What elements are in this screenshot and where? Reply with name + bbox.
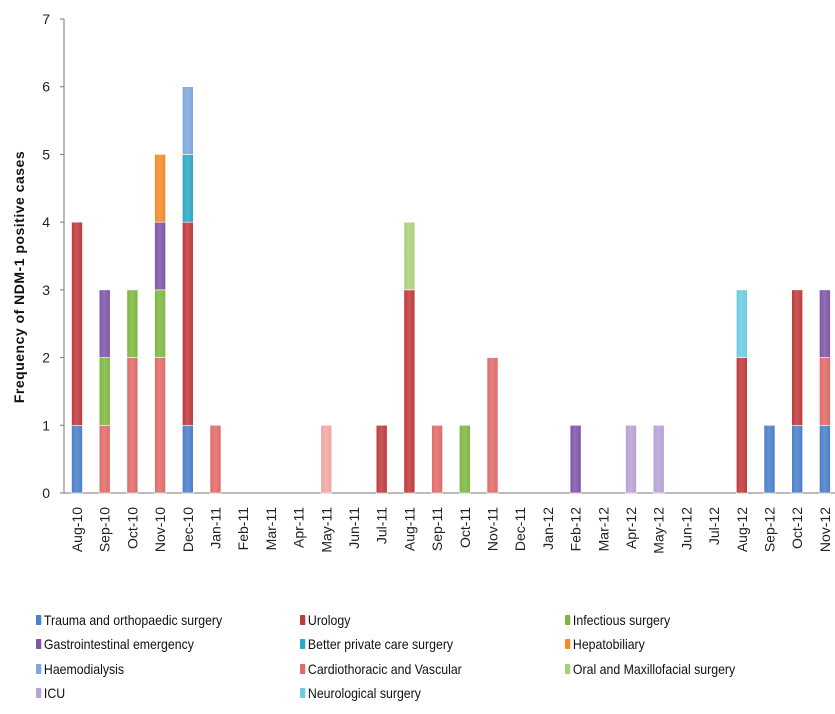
bar-segment [209,424,222,494]
bar-segment [625,424,637,494]
x-tick-label: Mar-11 [263,507,279,551]
x-tick-label: Oct-11 [457,507,473,548]
y-tick-label: 6 [42,79,50,95]
bar-segment [735,289,748,358]
bar-segment [71,221,83,426]
bar-segment [182,221,194,426]
y-tick-label: 1 [42,417,50,433]
bar-segment [819,424,831,494]
y-tick-label: 2 [42,350,50,366]
bar-segment [154,357,166,494]
x-tick-label: Nov-10 [152,507,168,552]
x-tick-label: Sep-12 [762,507,778,552]
bar-segment [403,221,416,291]
bar-segment [182,154,194,223]
bar-segment [375,424,388,494]
y-tick-label: 7 [42,11,50,27]
x-tick-label: Oct-12 [789,507,805,549]
bar-segment [98,424,111,494]
y-axis-label: Frequency of NDM-1 positive cases [11,151,27,403]
axes [63,19,835,494]
x-tick-label: Jan-11 [208,507,224,549]
x-tick-label: Jan-12 [540,507,556,550]
bar-segment [791,289,804,426]
x-tick-label: May-12 [651,507,667,554]
x-tick-label: Aug-10 [69,507,85,552]
x-tick-label: Nov-11 [485,507,501,551]
bar-segment [320,424,333,494]
bar-segment [182,424,194,494]
bar-segment [71,424,83,494]
x-tick-label: Aug-12 [734,507,750,552]
x-tick-label: May-11 [318,507,334,553]
y-tick-label: 4 [42,214,50,230]
bar-segment [569,424,582,494]
bar-segment [154,154,166,223]
bar-segment [819,289,831,358]
y-tick-label: 0 [42,485,50,501]
bar-segment [735,357,748,494]
bar-segment [154,289,166,358]
x-tick-label: Dec-11 [512,507,528,551]
bar-segment [431,424,443,494]
x-tick-label: Jul-12 [706,507,722,545]
x-tick-label: Jun-12 [678,507,694,550]
x-tick-label: Aug-11 [401,507,417,551]
x-tick-label: Feb-12 [568,507,584,552]
x-tick-label: Sep-10 [97,507,113,552]
bar-segment [486,357,499,494]
x-tick-label: Nov-12 [817,507,833,552]
bar-segment [98,357,111,426]
bar-segment [403,289,416,494]
x-tick-label: Apr-11 [291,507,307,548]
x-tick-label: Jun-11 [346,507,362,549]
bar-segment [819,357,831,426]
bar-segment [458,424,471,494]
y-tick-label: 5 [42,146,50,162]
bars [71,86,831,494]
x-tick-label: Oct-10 [124,507,140,549]
bar-segment [154,221,166,291]
bar-segment [791,424,804,494]
x-tick-label: Jul-11 [374,507,390,544]
y-ticks: 0 1 2 3 4 5 6 7 [42,11,64,501]
x-tick-label: Dec-10 [180,507,196,552]
bar-segment [182,86,194,155]
y-tick-label: 3 [42,282,50,298]
bar-segment [126,289,139,358]
bar-segment [98,289,111,358]
x-tick-label: Feb-11 [235,507,251,551]
x-tick-label: Apr-12 [623,507,639,549]
bar-segment [126,357,139,494]
x-tick-label: Mar-12 [595,507,611,552]
bar-segment [652,424,665,494]
bar-segment [763,424,776,494]
x-ticks: Aug-10 Sep-10 Oct-10 Nov-10 Dec-10 Jan-11 Feb-… [69,507,833,554]
x-tick-label: Sep-11 [429,507,445,551]
